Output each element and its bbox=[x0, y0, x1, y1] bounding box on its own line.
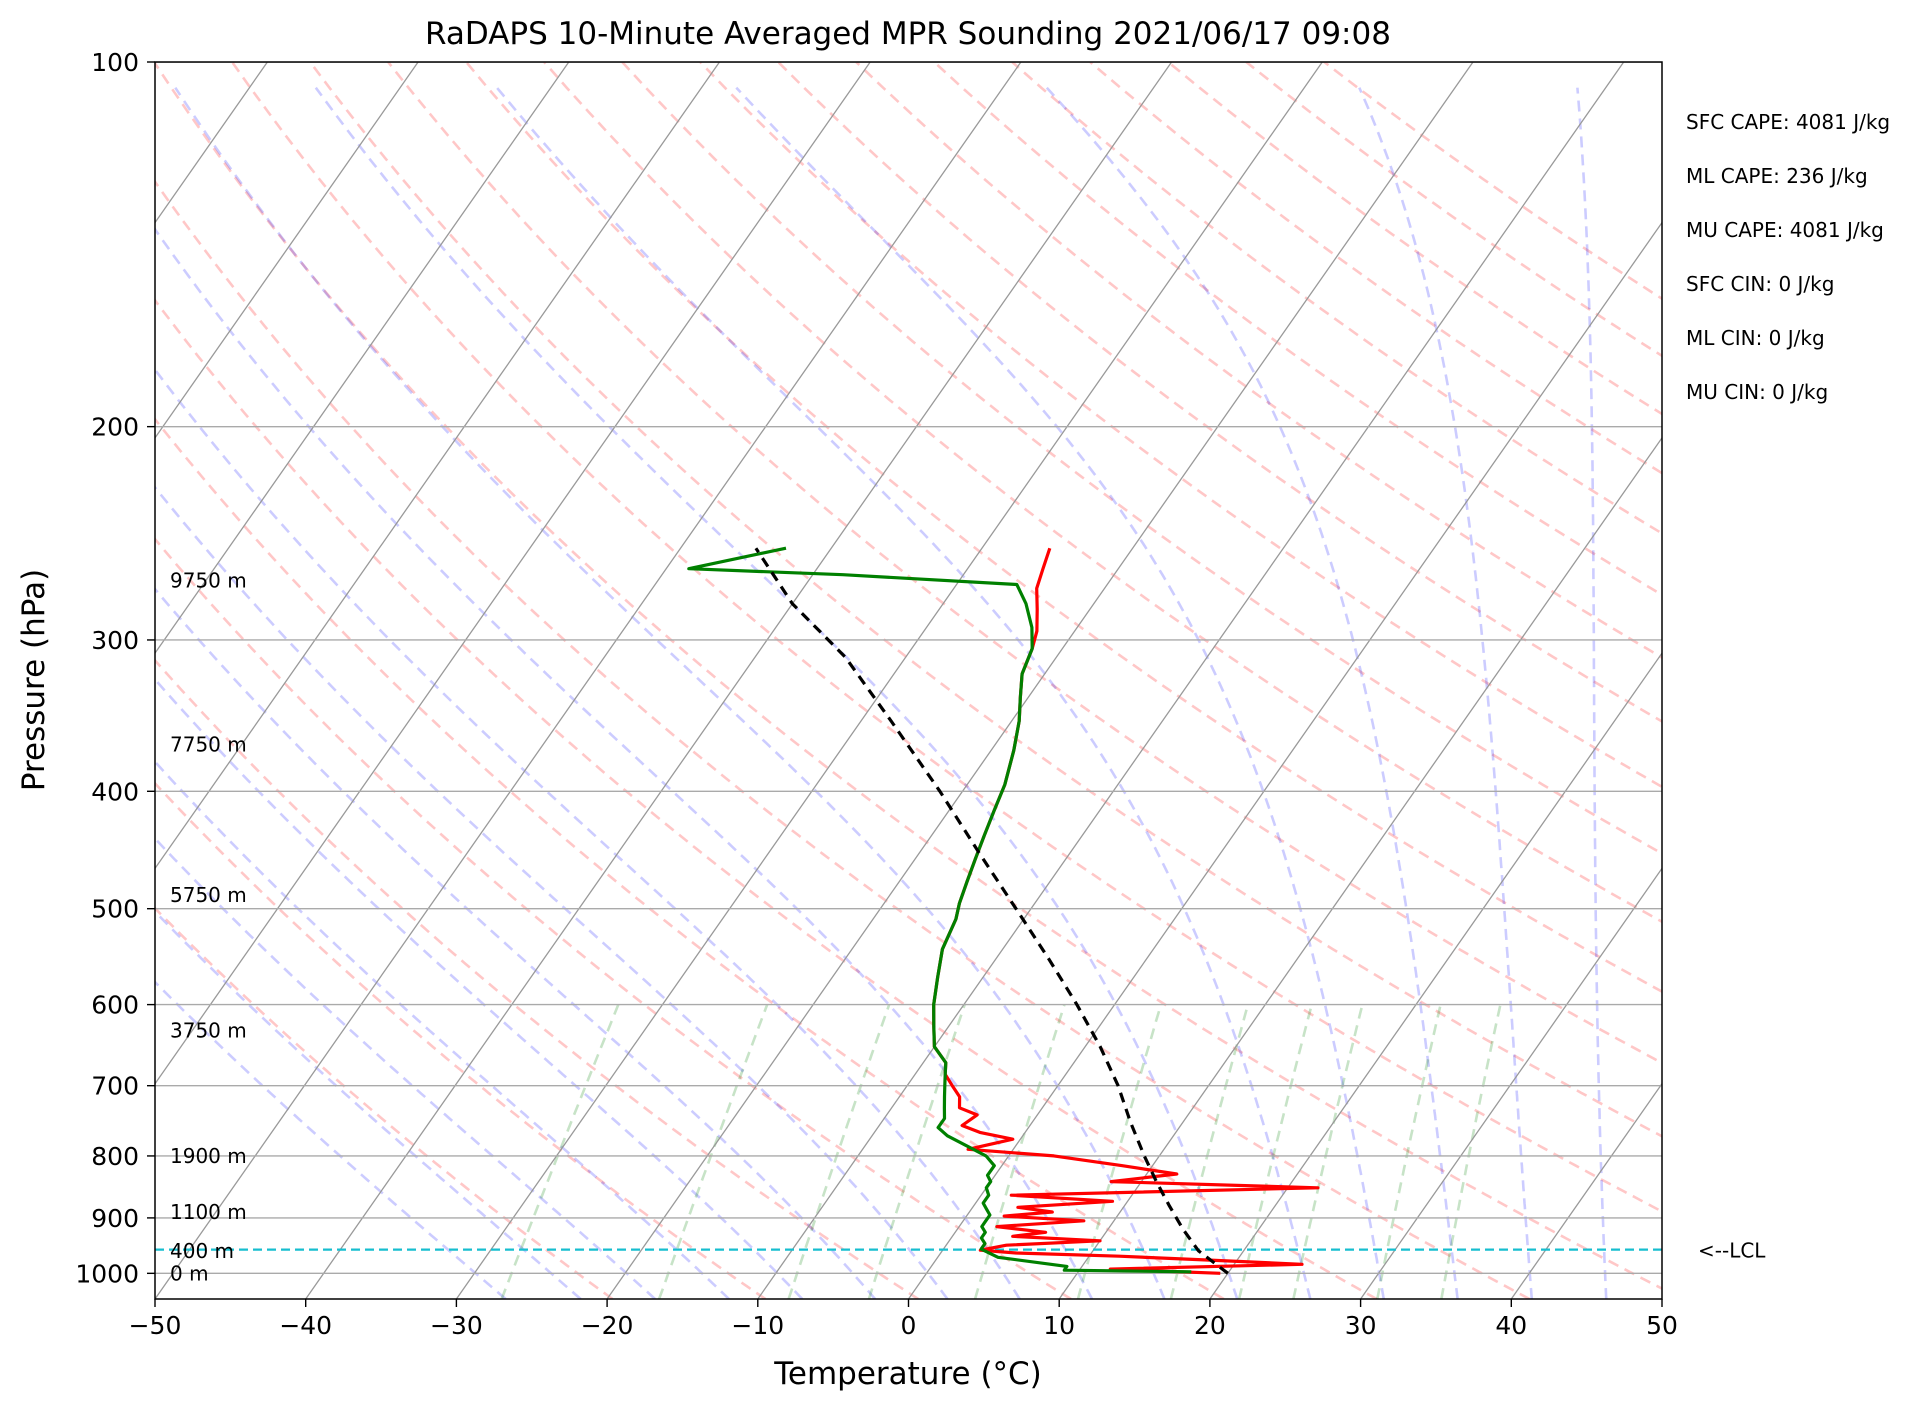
isotherm bbox=[1510, 1082, 1662, 1299]
dry-adiabat bbox=[309, 62, 1662, 1138]
dry-adiabat bbox=[933, 62, 1662, 597]
mixing-ratio-line bbox=[657, 1004, 769, 1299]
x-tick-label: −30 bbox=[430, 1311, 483, 1340]
moist-adiabat bbox=[155, 587, 877, 1299]
dry-adiabat bbox=[155, 298, 1378, 1299]
moist-adiabat bbox=[155, 367, 1021, 1299]
dry-adiabat bbox=[621, 62, 1662, 856]
moist-adiabat bbox=[155, 485, 949, 1299]
height-label: 0 m bbox=[170, 1261, 209, 1285]
x-tick-label: 0 bbox=[901, 1311, 917, 1340]
height-label: 1100 m bbox=[170, 1200, 247, 1224]
moist-adiabat bbox=[1576, 87, 1608, 1299]
x-tick-label: 30 bbox=[1345, 1311, 1377, 1340]
y-axis-label: Pressure (hPa) bbox=[16, 569, 52, 791]
isotherm bbox=[155, 62, 419, 439]
y-tick-label: 500 bbox=[91, 895, 139, 924]
stability-index: MU CIN: 0 J/kg bbox=[1686, 380, 1828, 404]
mixing-ratio-line bbox=[973, 1004, 1066, 1299]
y-tick-label: 400 bbox=[91, 777, 139, 806]
mixing-ratio-line bbox=[787, 1004, 891, 1299]
moist-adiabat bbox=[155, 759, 730, 1299]
isotherm bbox=[1360, 867, 1662, 1299]
moist-adiabat bbox=[314, 86, 1239, 1299]
x-tick-label: −40 bbox=[279, 1311, 332, 1340]
isotherm bbox=[1209, 652, 1662, 1299]
height-label: 1900 m bbox=[170, 1144, 247, 1168]
mixing-ratio-line bbox=[1237, 1004, 1313, 1299]
y-tick-label: 900 bbox=[91, 1204, 139, 1233]
y-tick-label: 700 bbox=[91, 1072, 139, 1101]
x-tick-label: −50 bbox=[129, 1311, 182, 1340]
dry-adiabat bbox=[155, 417, 1225, 1299]
x-tick-label: −10 bbox=[731, 1311, 784, 1340]
chart-title: RaDAPS 10-Minute Averaged MPR Sounding 2… bbox=[425, 16, 1391, 52]
moist-adiabat bbox=[174, 86, 1166, 1299]
x-axis: −50 −40 −30 −20 −10 0 10 20 30 40 50 bbox=[129, 1299, 1678, 1340]
dry-adiabat bbox=[777, 62, 1662, 723]
isotherm bbox=[155, 62, 721, 870]
dry-adiabat bbox=[465, 62, 1662, 994]
moist-adiabat bbox=[1358, 87, 1534, 1299]
isotherm bbox=[907, 221, 1662, 1299]
stability-index: ML CAPE: 236 J/kg bbox=[1686, 164, 1868, 188]
mixing-ratio-line bbox=[500, 1004, 620, 1299]
y-tick-label: 100 bbox=[91, 48, 139, 77]
parcel-profile bbox=[754, 547, 1229, 1275]
height-label: 3750 m bbox=[170, 1018, 247, 1042]
x-tick-label: 50 bbox=[1646, 1311, 1678, 1340]
isotherm bbox=[155, 62, 871, 1085]
height-label: 400 m bbox=[170, 1239, 234, 1263]
y-tick-label: 800 bbox=[91, 1142, 139, 1171]
dry-adiabat bbox=[155, 658, 919, 1299]
y-tick-label: 1000 bbox=[75, 1259, 139, 1288]
moist-adiabat bbox=[155, 836, 656, 1299]
isotherm bbox=[455, 62, 1323, 1299]
mixing-ratio-line bbox=[1076, 1004, 1163, 1299]
lcl-label: <--LCL bbox=[1698, 1239, 1766, 1263]
stability-index: MU CAPE: 4081 J/kg bbox=[1686, 218, 1884, 242]
dry-adiabat bbox=[155, 179, 1531, 1299]
stability-index: ML CIN: 0 J/kg bbox=[1686, 326, 1825, 350]
mixing-ratio-line bbox=[1440, 1004, 1502, 1299]
y-tick-label: 600 bbox=[91, 991, 139, 1020]
isobar-grid bbox=[155, 62, 1662, 1275]
x-tick-label: 10 bbox=[1043, 1311, 1075, 1340]
isotherm bbox=[155, 62, 1022, 1299]
dry-adiabat bbox=[231, 62, 1662, 1213]
stability-indices: SFC CAPE: 4081 J/kg ML CAPE: 236 J/kg MU C… bbox=[1686, 110, 1890, 404]
profiles bbox=[687, 546, 1320, 1275]
isotherm bbox=[1058, 436, 1662, 1299]
stability-index: SFC CIN: 0 J/kg bbox=[1686, 272, 1834, 296]
x-tick-label: 20 bbox=[1194, 1311, 1226, 1340]
dry-adiabat bbox=[155, 781, 767, 1299]
y-axis: 1000 900 800 700 600 500 400 300 200 100 bbox=[75, 48, 155, 1288]
isotherm bbox=[155, 62, 570, 655]
dewpoint-profile bbox=[687, 546, 1192, 1274]
moist-adiabat bbox=[1045, 86, 1459, 1299]
x-tick-label: 40 bbox=[1495, 1311, 1527, 1340]
height-label: 5750 m bbox=[170, 883, 247, 907]
x-axis-label: Temperature (°C) bbox=[773, 1356, 1042, 1392]
moist-adiabat bbox=[155, 980, 507, 1299]
isotherm bbox=[305, 62, 1173, 1299]
moist-adiabat bbox=[155, 909, 582, 1299]
stability-index: SFC CAPE: 4081 J/kg bbox=[1686, 110, 1890, 134]
y-tick-label: 200 bbox=[91, 413, 139, 442]
y-tick-label: 300 bbox=[91, 626, 139, 655]
isotherm bbox=[606, 62, 1474, 1299]
mixing-ratio-line bbox=[1376, 1004, 1442, 1299]
height-label: 9750 m bbox=[170, 569, 247, 593]
x-tick-label: −20 bbox=[581, 1311, 634, 1340]
reference-lines bbox=[155, 62, 1662, 1299]
height-label: 7750 m bbox=[170, 733, 247, 757]
moist-adiabat bbox=[495, 86, 1312, 1299]
mixing-ratio-line bbox=[1292, 1004, 1364, 1299]
isotherm bbox=[757, 62, 1625, 1299]
